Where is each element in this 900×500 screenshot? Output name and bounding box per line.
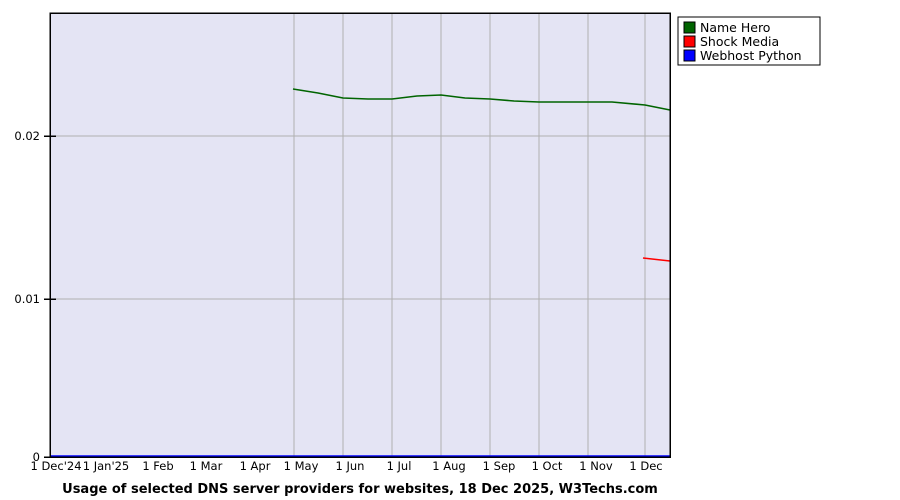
plot-area-background <box>50 13 670 457</box>
x-tick-label-1-aug: 1 Aug <box>432 459 465 473</box>
chart-caption: Usage of selected DNS server providers f… <box>62 482 658 497</box>
plot-area-border <box>49 12 671 458</box>
legend-label-name-hero: Name Hero <box>700 20 770 35</box>
y-tick-label-0.01: 0.01 <box>14 292 40 306</box>
series-line-name-hero <box>292 88 671 111</box>
x-tick-label-1-jul: 1 Jul <box>387 459 412 473</box>
x-tick-label-1-sep: 1 Sep <box>483 459 516 473</box>
x-tick-label-1-apr: 1 Apr <box>240 459 271 473</box>
x-tick-label-1-nov: 1 Nov <box>579 459 613 473</box>
y-axis-ticks <box>44 135 56 458</box>
legend-box <box>677 16 821 66</box>
chart-legend: Name Hero Shock Media Webhost Python <box>677 16 821 66</box>
y-tick-label-0.02: 0.02 <box>14 129 40 143</box>
x-tick-label-1-may: 1 May <box>284 459 319 473</box>
x-tick-label-1-dec: 1 Dec <box>629 459 662 473</box>
legend-label-shock-media: Shock Media <box>700 34 779 49</box>
x-tick-label-1-jan-25: 1 Jan'25 <box>83 459 130 473</box>
x-tick-label-1-feb: 1 Feb <box>142 459 173 473</box>
x-tick-label-1-dec-24: 1 Dec'24 <box>30 459 81 473</box>
x-tick-label-1-oct: 1 Oct <box>532 459 563 473</box>
vertical-gridlines <box>293 13 646 457</box>
series-line-shock-media <box>642 257 671 262</box>
horizontal-gridlines <box>50 135 670 300</box>
x-tick-label-1-jun: 1 Jun <box>336 459 365 473</box>
legend-swatch-name-hero <box>683 21 696 34</box>
y-tick-label-0: 0 <box>33 450 40 464</box>
legend-swatch-webhost-python <box>683 49 696 62</box>
x-tick-label-1-mar: 1 Mar <box>190 459 223 473</box>
legend-label-webhost-python: Webhost Python <box>700 48 802 63</box>
legend-swatch-shock-media <box>683 35 696 48</box>
